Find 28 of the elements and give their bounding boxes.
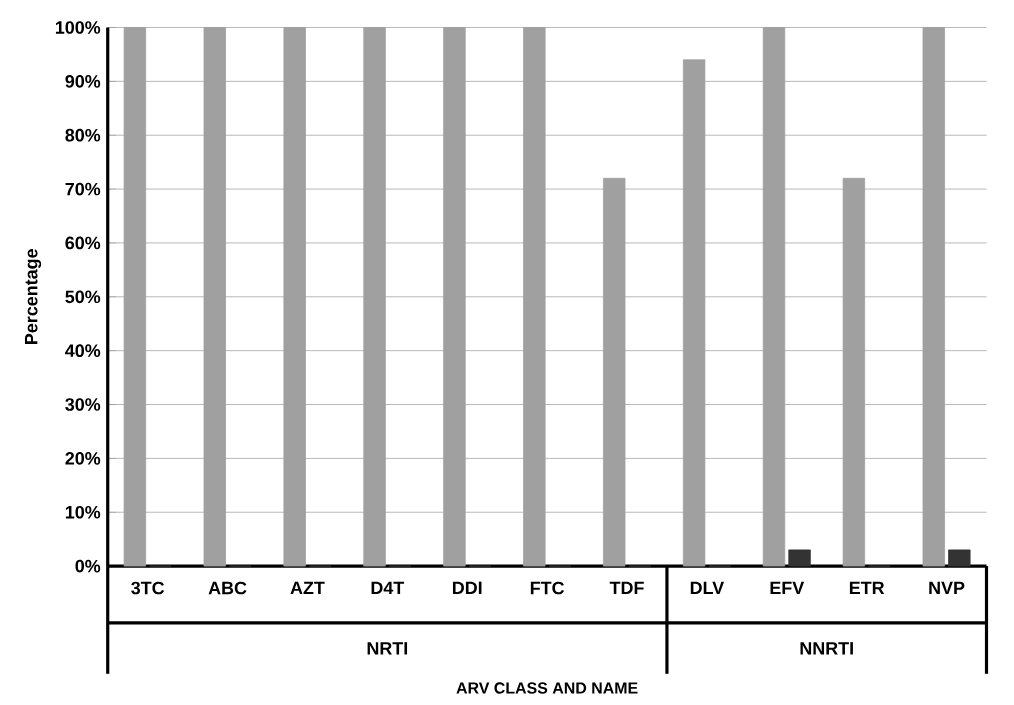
x-tick-label: TDF xyxy=(609,581,644,594)
bar xyxy=(948,549,971,567)
y-tick-label: 100% xyxy=(55,21,101,34)
text: ARV CLASS AND NAME xyxy=(456,682,638,694)
y-tick-label: 10% xyxy=(65,505,101,519)
y-tick-label: 60% xyxy=(65,236,101,250)
bar xyxy=(788,549,811,567)
x-tick-label: AZT xyxy=(290,581,325,594)
y-tick-label: 50% xyxy=(65,290,101,304)
y-axis-title: Percentage xyxy=(24,249,42,344)
y-tick-label: 40% xyxy=(65,344,101,358)
y-tick-label: 70% xyxy=(65,182,101,196)
x-tick-label: NVP xyxy=(929,581,965,594)
x-tick-label: 3TC xyxy=(131,581,165,595)
x-tick-label: EFV xyxy=(770,581,805,594)
y-tick-label: 80% xyxy=(65,128,101,142)
text: NRTI xyxy=(367,642,408,655)
y-tick-label: 30% xyxy=(65,398,101,411)
x-tick-label: ABC xyxy=(208,581,247,595)
y-tick-label: 90% xyxy=(65,75,101,88)
y-tick-label: 20% xyxy=(65,452,101,465)
x-tick-label: DDI xyxy=(452,581,482,594)
x-tick-label: D4T xyxy=(371,581,405,594)
y-tick-label: 0% xyxy=(75,559,101,573)
x-tick-label: ETR xyxy=(849,581,885,594)
x-tick-label: FTC xyxy=(530,581,565,595)
text: NNRTI xyxy=(800,642,853,655)
x-tick-label: DLV xyxy=(690,581,725,594)
